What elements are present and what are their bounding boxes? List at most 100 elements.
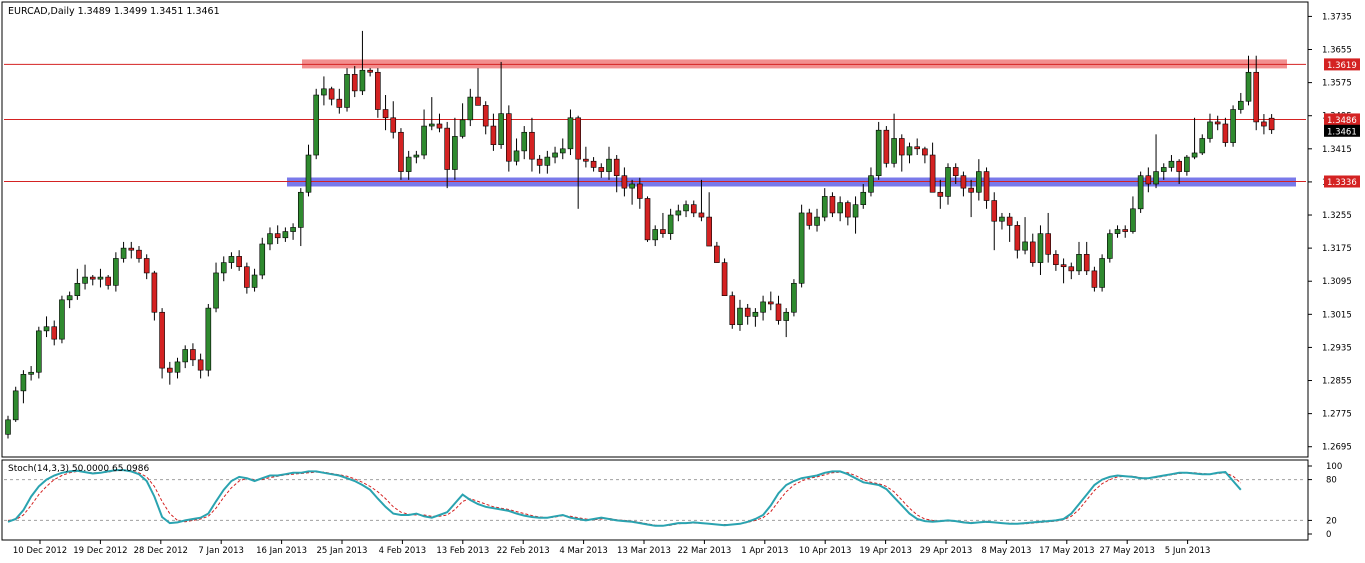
time-tick-label: 19 Dec 2012 xyxy=(73,546,127,556)
candle xyxy=(143,254,150,280)
candle xyxy=(328,86,335,106)
candle xyxy=(521,126,528,160)
candle xyxy=(413,150,420,164)
candle xyxy=(791,279,797,317)
candle xyxy=(629,179,635,205)
candle xyxy=(5,415,11,439)
candle xyxy=(1122,225,1129,238)
candle xyxy=(598,163,605,178)
candle xyxy=(829,192,836,218)
candle xyxy=(883,126,890,168)
indicator-frame xyxy=(1,459,1309,541)
level-price-tag: 1.3336 xyxy=(1324,175,1360,188)
candle xyxy=(1076,241,1082,276)
price-tick-label: 1.3095 xyxy=(1322,277,1352,287)
candle xyxy=(1091,266,1098,292)
time-tick-label: 1 Apr 2013 xyxy=(741,546,788,556)
candle xyxy=(12,386,19,422)
candle xyxy=(344,68,350,112)
candle xyxy=(336,88,343,114)
candle xyxy=(729,291,736,329)
candle xyxy=(213,262,219,313)
candle xyxy=(621,167,628,197)
candle xyxy=(89,275,96,286)
candle xyxy=(43,316,50,338)
candle xyxy=(1114,225,1121,238)
candle xyxy=(698,179,705,222)
candle xyxy=(405,150,412,180)
candle xyxy=(675,204,682,222)
candle xyxy=(220,256,227,282)
price-tick-label: 1.3255 xyxy=(1322,211,1352,221)
candle xyxy=(1022,217,1028,255)
candle xyxy=(544,150,551,174)
candle xyxy=(752,308,759,327)
candle xyxy=(529,117,535,172)
candle xyxy=(36,326,42,379)
candle xyxy=(367,68,373,77)
candle xyxy=(105,275,111,290)
time-tick-label: 7 Jan 2013 xyxy=(198,546,244,556)
candle xyxy=(174,357,181,379)
candle xyxy=(51,320,58,346)
price-axis: 1.37351.36551.35751.34951.34151.33351.32… xyxy=(1308,12,1352,453)
price-tick-label: 1.2695 xyxy=(1322,443,1352,453)
price-tick-label: 1.2855 xyxy=(1322,377,1352,387)
time-tick-label: 13 Mar 2013 xyxy=(617,546,671,556)
time-tick-label: 8 May 2013 xyxy=(981,546,1031,556)
candle xyxy=(552,146,558,164)
price-tick-label: 1.2775 xyxy=(1322,410,1352,420)
svg-text:1.3461: 1.3461 xyxy=(1327,127,1357,137)
time-tick-label: 4 Mar 2013 xyxy=(559,546,607,556)
candle xyxy=(259,237,266,280)
candle xyxy=(482,101,489,135)
candle xyxy=(182,345,189,369)
time-tick-label: 5 Jun 2013 xyxy=(1165,546,1211,556)
level-tags-layer: 1.3619 1.3486 1.3336 1.3461 xyxy=(1324,58,1360,188)
candle xyxy=(760,295,766,321)
time-tick-label: 25 Jan 2013 xyxy=(317,546,368,556)
price-tick-label: 1.2935 xyxy=(1322,343,1352,353)
candle xyxy=(613,155,620,193)
candle xyxy=(1176,159,1182,184)
candle xyxy=(583,146,589,168)
candle xyxy=(1037,225,1044,276)
candle xyxy=(282,227,289,242)
candle xyxy=(444,121,450,189)
candle xyxy=(875,121,882,180)
candle xyxy=(475,68,481,106)
time-tick-label: 19 Apr 2013 xyxy=(859,546,912,556)
candle xyxy=(999,212,1005,230)
candle xyxy=(1107,229,1113,263)
candle xyxy=(798,204,805,288)
candle xyxy=(28,366,34,381)
candle xyxy=(66,291,73,309)
candle xyxy=(914,138,920,156)
candle xyxy=(606,146,612,180)
candle xyxy=(136,246,142,263)
candle xyxy=(559,138,566,160)
stoch-main-line xyxy=(7,469,1242,527)
candle xyxy=(205,303,212,377)
time-tick-label: 22 Feb 2013 xyxy=(497,546,550,556)
price-tick-label: 1.3175 xyxy=(1322,244,1352,254)
candle xyxy=(382,95,389,131)
candle xyxy=(775,295,782,325)
candle xyxy=(1214,115,1221,131)
candle xyxy=(228,252,235,269)
candle xyxy=(1029,233,1036,267)
candle xyxy=(960,171,967,197)
candle xyxy=(714,241,720,263)
candle xyxy=(452,117,458,180)
time-tick-label: 27 May 2013 xyxy=(1099,546,1154,556)
stoch-level-label: 80 xyxy=(1326,476,1337,486)
candle xyxy=(767,291,774,311)
candle xyxy=(59,295,65,344)
candle xyxy=(1060,258,1067,284)
candle xyxy=(952,163,959,184)
candle xyxy=(929,142,936,193)
candle xyxy=(852,196,859,234)
candle xyxy=(1083,241,1090,276)
